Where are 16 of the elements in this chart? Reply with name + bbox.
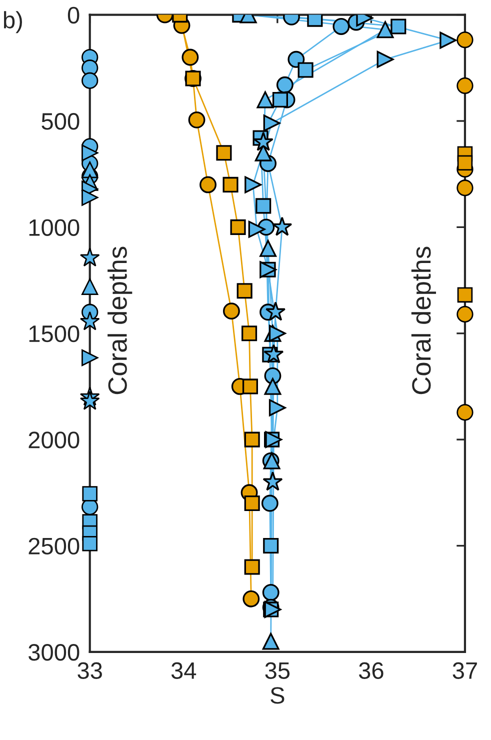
y-tick-label: 500 <box>42 113 80 130</box>
chart-title: b) <box>4 11 22 34</box>
y-tick-label: 1500 <box>29 325 80 342</box>
annotation: Coral depths <box>108 246 132 394</box>
x-axis-title: S <box>270 687 284 704</box>
y-tick-label: 1000 <box>29 219 80 236</box>
x-tick-label: 35 <box>265 662 290 680</box>
annotation: Coral depths <box>411 246 436 394</box>
x-tick-label: 33 <box>78 662 102 680</box>
x-tick-label: 36 <box>358 662 384 680</box>
x-tick-label: 37 <box>452 662 477 680</box>
y-tick-label: 2000 <box>28 432 80 448</box>
y-tick-label: 2500 <box>28 538 80 555</box>
y-tick-label: 0 <box>68 6 80 24</box>
x-tick-label: 34 <box>171 662 196 680</box>
y-tick-label: 3000 <box>28 644 80 661</box>
